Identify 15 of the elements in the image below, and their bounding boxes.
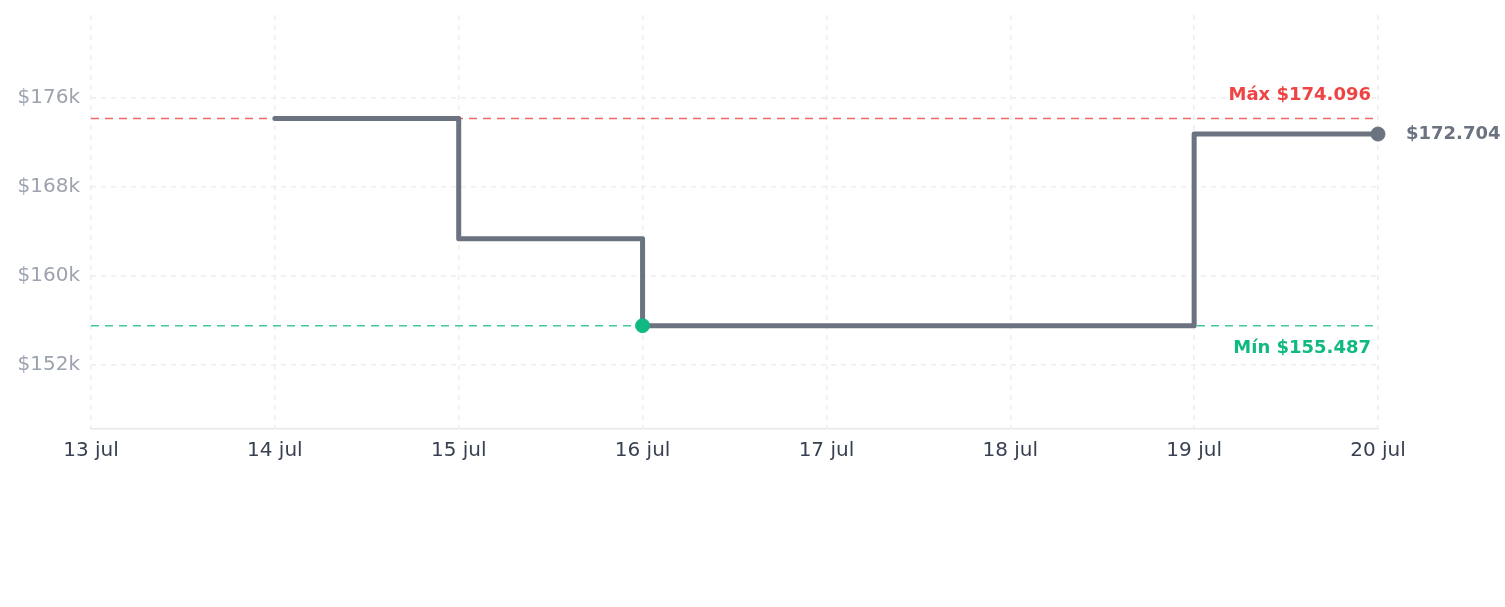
- ref-line-label: Mín $155.487: [1233, 336, 1371, 358]
- x-tick-label: 19 jul: [1166, 437, 1222, 462]
- x-tick-label: 20 jul: [1350, 437, 1406, 462]
- x-tick-label: 14 jul: [247, 437, 303, 462]
- annotation: $172.704: [1406, 121, 1501, 143]
- x-tick-label: 17 jul: [798, 437, 855, 462]
- y-tick-label: $160k: [17, 261, 81, 286]
- x-tick-label: 18 jul: [982, 437, 1039, 462]
- y-tick-label: $152k: [17, 350, 81, 375]
- x-tick-label: 16 jul: [614, 437, 671, 462]
- ref-line-label: Máx $174.096: [1228, 83, 1371, 105]
- y-tick-label: $176k: [17, 83, 81, 108]
- y-tick-label: $168k: [17, 172, 81, 197]
- x-tick-label: 13 jul: [63, 437, 119, 462]
- x-tick-label: 15 jul: [430, 437, 487, 462]
